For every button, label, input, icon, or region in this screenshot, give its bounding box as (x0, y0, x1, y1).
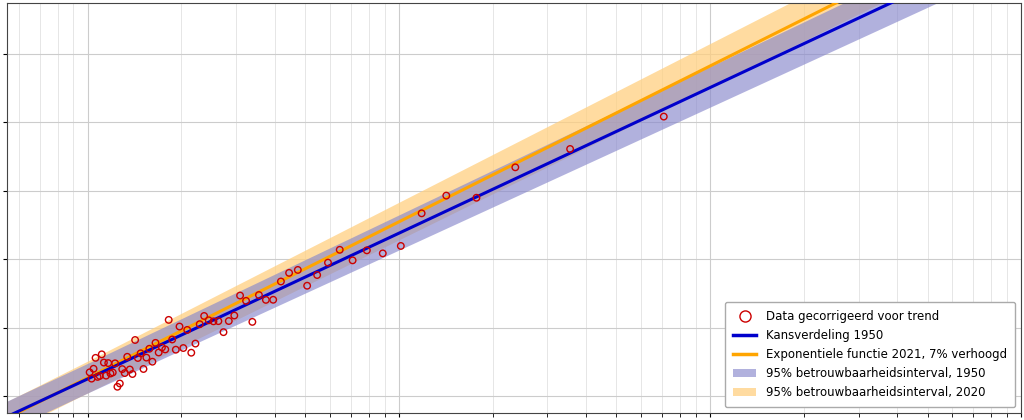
Point (210, 318, 226, 325)
Point (183, 349, 200, 356)
Point (89, 373, 105, 380)
Point (332, 247, 348, 253)
Point (215, 329, 231, 336)
Point (132, 350, 148, 357)
Point (468, 194, 484, 201)
Point (83, 375, 99, 382)
Point (231, 292, 248, 299)
Point (104, 369, 121, 376)
Point (358, 247, 375, 254)
Point (138, 354, 155, 361)
Point (114, 366, 130, 373)
Point (95, 359, 112, 366)
Point (161, 317, 177, 323)
Point (154, 344, 170, 351)
Point (299, 282, 315, 289)
Point (122, 366, 138, 373)
Point (100, 360, 117, 366)
Point (655, 113, 672, 120)
Point (344, 257, 360, 264)
Point (392, 243, 409, 249)
Point (175, 345, 191, 352)
Point (258, 297, 274, 303)
Point (265, 297, 282, 303)
Point (157, 346, 173, 353)
Legend: Data gecorrigeerd voor trend, Kansverdeling 1950, Exponentiele functie 2021, 7% : Data gecorrigeerd voor trend, Kansverdel… (725, 302, 1016, 407)
Point (119, 354, 135, 360)
Point (85, 365, 101, 372)
Point (98, 372, 115, 379)
Point (507, 164, 523, 171)
Point (375, 250, 391, 257)
Point (272, 278, 289, 285)
Point (251, 291, 267, 298)
Point (414, 210, 430, 217)
Point (112, 380, 128, 387)
Point (290, 267, 306, 273)
Point (164, 336, 180, 343)
Point (127, 337, 143, 344)
Point (226, 312, 243, 319)
Point (141, 345, 158, 352)
Point (87, 354, 103, 361)
Point (281, 270, 297, 276)
Point (135, 366, 152, 373)
Point (102, 370, 119, 377)
Point (82, 369, 98, 375)
Point (191, 321, 208, 328)
Point (244, 318, 260, 325)
Point (179, 327, 196, 333)
Point (238, 297, 254, 304)
Point (187, 340, 204, 347)
Point (319, 259, 336, 266)
Point (205, 318, 221, 325)
Point (110, 383, 126, 390)
Point (438, 192, 455, 199)
Point (130, 354, 146, 361)
Point (91, 373, 108, 379)
Point (151, 349, 167, 356)
Point (144, 358, 161, 365)
Point (309, 272, 326, 278)
Point (106, 360, 123, 367)
Point (196, 312, 212, 319)
Point (168, 346, 184, 353)
Point (124, 371, 140, 378)
Point (93, 351, 110, 358)
Point (562, 146, 579, 152)
Point (147, 339, 164, 346)
Point (117, 370, 133, 376)
Point (201, 317, 217, 324)
Point (220, 318, 237, 324)
Point (171, 323, 187, 330)
